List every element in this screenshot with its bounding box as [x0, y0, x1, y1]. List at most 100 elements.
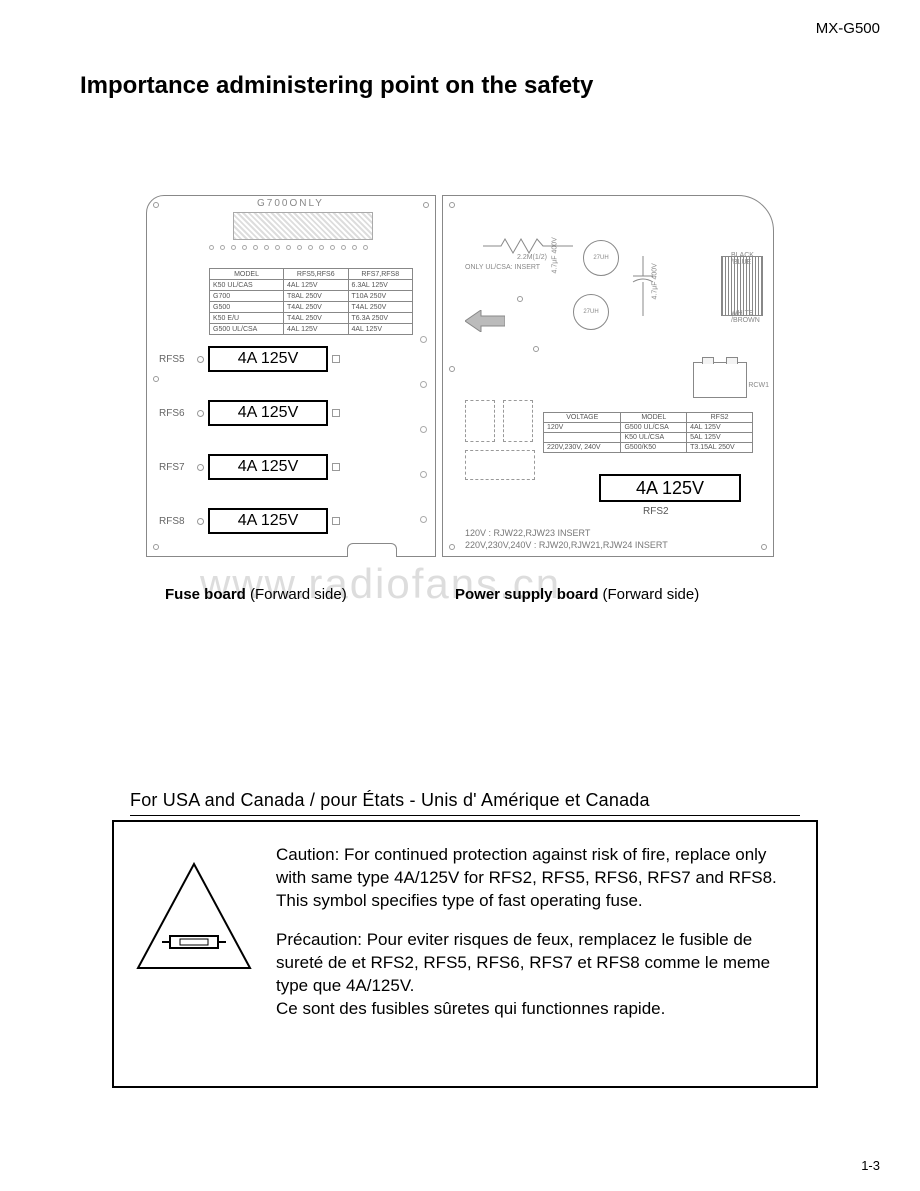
- rfs2-fuse-box: 4A 125V: [599, 474, 741, 502]
- fuse-row: RFS8 4A 125V: [159, 508, 340, 534]
- mounting-hole: [449, 544, 455, 550]
- board-diagrams: G700ONLY MODEL RFS5,RFS6 RFS7,RFS8 K50 U…: [146, 195, 774, 565]
- caption-bold: Fuse board: [165, 586, 246, 603]
- table-cell: T4AL 250V: [284, 302, 348, 313]
- th-rfs78: RFS7,RFS8: [348, 269, 413, 280]
- caution-en: Caution: For continued protection agains…: [276, 844, 794, 913]
- caption-rest: (Forward side): [598, 586, 699, 603]
- table-cell: G500 UL/CSA: [621, 423, 687, 433]
- table-cell: 4AL 125V: [284, 280, 348, 291]
- th-rfs56: RFS5,RFS6: [284, 269, 348, 280]
- fuse-board-diagram: G700ONLY MODEL RFS5,RFS6 RFS7,RFS8 K50 U…: [146, 195, 436, 557]
- mounting-hole: [517, 296, 523, 302]
- fuse-label: RFS5: [159, 354, 197, 365]
- caution-text: Caution: For continued protection agains…: [276, 844, 794, 1037]
- mounting-hole: [449, 366, 455, 372]
- fuse-terminal: [197, 410, 204, 417]
- insert-note: ONLY UL/CSA: INSERT: [465, 264, 540, 271]
- table-cell: 6.3AL 125V: [348, 280, 413, 291]
- fuse-terminal: [197, 356, 204, 363]
- table-cell: T6.3A 250V: [348, 313, 413, 324]
- power-supply-board-diagram: 2.2M(1/2) ONLY UL/CSA: INSERT 27UH 27UH …: [442, 195, 774, 557]
- mounting-hole: [423, 202, 429, 208]
- fuse-label: RFS7: [159, 462, 197, 473]
- table-cell: 4AL 125V: [284, 324, 348, 335]
- rfs2-label: RFS2: [643, 506, 669, 517]
- th-rfs2: RFS2: [687, 413, 753, 423]
- table-cell: K50 UL/CAS: [210, 280, 284, 291]
- caption-bold: Power supply board: [455, 586, 598, 603]
- board-notch: [347, 543, 397, 557]
- connector-block: [233, 212, 373, 240]
- table-cell: 4AL 125V: [348, 324, 413, 335]
- dashed-outline: [465, 450, 535, 480]
- cap-symbol: [629, 256, 657, 316]
- table-cell: G700: [210, 291, 284, 302]
- fuse-terminal: [332, 463, 340, 471]
- table-cell: 4AL 125V: [687, 423, 753, 433]
- rcw-label: RCW1: [748, 382, 769, 389]
- th-model: MODEL: [210, 269, 284, 280]
- table-cell: [544, 433, 621, 443]
- dashed-outline: [503, 400, 533, 442]
- table-cell: 120V: [544, 423, 621, 433]
- table-cell: G500/K50: [621, 443, 687, 453]
- voltage-insert-notes: 120V : RJW22,RJW23 INSERT 220V,230V,240V…: [465, 528, 668, 551]
- ps-spec-table: VOLTAGE MODEL RFS2 120VG500 UL/CSA4AL 12…: [543, 412, 753, 453]
- table-cell: T4AL 250V: [284, 313, 348, 324]
- dashed-outline: [465, 400, 495, 442]
- capacitor: 27UH: [573, 294, 609, 330]
- table-cell: G500: [210, 302, 284, 313]
- fuse-value-box: 4A 125V: [208, 346, 328, 372]
- capacitor: 27UH: [583, 240, 619, 276]
- fuse-terminal: [197, 518, 204, 525]
- note-line: 220V,230V,240V : RJW20,RJW21,RJW24 INSER…: [465, 540, 668, 552]
- fuse-terminal: [332, 355, 340, 363]
- mounting-hole: [153, 544, 159, 550]
- fuse-row: RFS7 4A 125V: [159, 454, 340, 480]
- fuse-row: RFS6 4A 125V: [159, 400, 340, 426]
- mounting-hole: [533, 346, 539, 352]
- mounting-hole: [449, 202, 455, 208]
- fuse-value-box: 4A 125V: [208, 508, 328, 534]
- page-title: Importance administering point on the sa…: [80, 72, 593, 100]
- fuse-terminal: [332, 409, 340, 417]
- mounting-hole: [761, 544, 767, 550]
- header-label: G700ONLY: [257, 198, 324, 209]
- wire-color-label: BLACK /BLUE: [731, 252, 771, 266]
- fuse-label: RFS6: [159, 408, 197, 419]
- mounting-hole: [153, 202, 159, 208]
- note-line: 120V : RJW22,RJW23 INSERT: [465, 528, 668, 540]
- side-holes: [420, 336, 427, 523]
- fuse-label: RFS8: [159, 516, 197, 527]
- table-cell: K50 UL/CSA: [621, 433, 687, 443]
- fuse-spec-table: MODEL RFS5,RFS6 RFS7,RFS8 K50 UL/CAS4AL …: [209, 268, 413, 335]
- caption-rest: (Forward side): [246, 586, 347, 603]
- resistor-symbol: [483, 236, 573, 256]
- arrow-icon: [465, 310, 505, 332]
- table-cell: G500 UL/CSA: [210, 324, 284, 335]
- wire-color-label: WHITE /BROWN: [731, 310, 771, 324]
- resistor-value: 2.2M(1/2): [517, 254, 547, 261]
- caution-box: Caution: For continued protection agains…: [112, 820, 818, 1088]
- cap-rating: 4.7µF 400V: [552, 237, 559, 273]
- ps-board-caption: Power supply board (Forward side): [455, 586, 699, 603]
- fuse-value-box: 4A 125V: [208, 400, 328, 426]
- caution-fr: Précaution: Pour eviter risques de feux,…: [276, 929, 794, 1021]
- rcw-component: [693, 362, 747, 398]
- fuse-board-caption: Fuse board (Forward side): [165, 586, 347, 603]
- table-cell: 220V,230V, 240V: [544, 443, 621, 453]
- th-voltage: VOLTAGE: [544, 413, 621, 423]
- fuse-terminal: [332, 517, 340, 525]
- table-cell: T3.15AL 250V: [687, 443, 753, 453]
- fuse-row: RFS5 4A 125V: [159, 346, 340, 372]
- table-cell: 5AL 125V: [687, 433, 753, 443]
- model-number: MX-G500: [816, 20, 880, 37]
- table-cell: K50 E/U: [210, 313, 284, 324]
- th-model: MODEL: [621, 413, 687, 423]
- table-cell: T4AL 250V: [348, 302, 413, 313]
- fuse-value-box: 4A 125V: [208, 454, 328, 480]
- table-cell: T8AL 250V: [284, 291, 348, 302]
- mounting-hole: [153, 376, 159, 382]
- table-cell: T10A 250V: [348, 291, 413, 302]
